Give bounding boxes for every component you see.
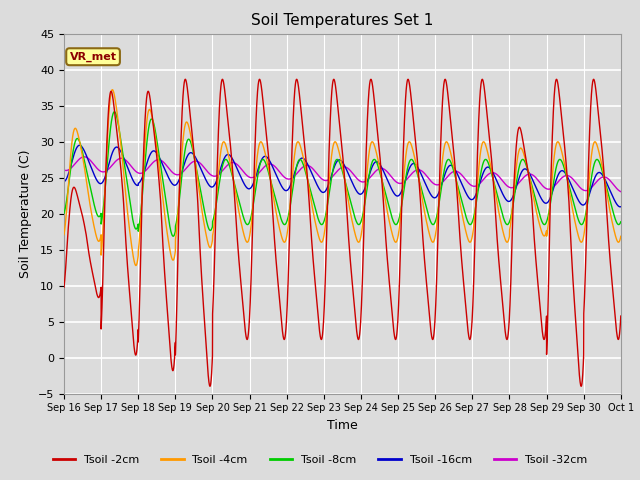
Tsoil -2cm: [508, 260, 515, 265]
Tsoil -4cm: [479, 140, 486, 146]
Tsoil -16cm: [76, 143, 83, 148]
Tsoil -8cm: [415, 179, 423, 185]
Tsoil -32cm: [415, 167, 423, 173]
Tsoil -16cm: [616, 204, 624, 210]
Legend: Tsoil -2cm, Tsoil -4cm, Tsoil -8cm, Tsoil -16cm, Tsoil -32cm: Tsoil -2cm, Tsoil -4cm, Tsoil -8cm, Tsoi…: [48, 451, 592, 469]
Tsoil -2cm: [415, 184, 423, 190]
Title: Soil Temperatures Set 1: Soil Temperatures Set 1: [252, 13, 433, 28]
Tsoil -4cm: [89, 219, 97, 225]
Tsoil -2cm: [479, 77, 486, 83]
Tsoil -16cm: [617, 204, 625, 210]
Tsoil -2cm: [256, 76, 264, 82]
Tsoil -4cm: [109, 87, 116, 93]
Tsoil -8cm: [508, 211, 515, 217]
Tsoil -8cm: [60, 210, 68, 216]
Tsoil -4cm: [494, 203, 502, 208]
Tsoil -8cm: [479, 162, 486, 168]
Line: Tsoil -4cm: Tsoil -4cm: [64, 90, 621, 265]
Tsoil -2cm: [577, 384, 585, 389]
Tsoil -32cm: [617, 189, 625, 194]
Tsoil -8cm: [89, 197, 97, 203]
Tsoil -8cm: [170, 233, 177, 239]
Tsoil -4cm: [617, 233, 625, 239]
Tsoil -16cm: [508, 197, 515, 203]
Tsoil -4cm: [415, 180, 423, 185]
Tsoil -32cm: [515, 180, 523, 185]
Tsoil -8cm: [494, 193, 502, 199]
Tsoil -8cm: [111, 109, 118, 115]
Tsoil -4cm: [508, 214, 515, 220]
X-axis label: Time: Time: [327, 419, 358, 432]
Tsoil -16cm: [60, 179, 68, 185]
Tsoil -16cm: [515, 175, 523, 181]
Tsoil -32cm: [494, 172, 502, 178]
Tsoil -32cm: [60, 167, 68, 173]
Tsoil -4cm: [132, 263, 140, 268]
Tsoil -4cm: [60, 232, 68, 238]
Line: Tsoil -32cm: Tsoil -32cm: [64, 157, 621, 192]
Tsoil -2cm: [60, 284, 68, 290]
Tsoil -8cm: [515, 164, 523, 170]
Y-axis label: Soil Temperature (C): Soil Temperature (C): [19, 149, 33, 278]
Tsoil -32cm: [508, 185, 515, 191]
Tsoil -16cm: [90, 169, 97, 175]
Tsoil -2cm: [617, 313, 625, 319]
Tsoil -32cm: [81, 154, 88, 160]
Tsoil -32cm: [90, 161, 97, 167]
Line: Tsoil -16cm: Tsoil -16cm: [64, 145, 621, 207]
Tsoil -32cm: [479, 178, 486, 183]
Tsoil -16cm: [479, 172, 486, 178]
Tsoil -4cm: [515, 147, 523, 153]
Tsoil -16cm: [494, 180, 502, 186]
Text: VR_met: VR_met: [70, 51, 116, 62]
Tsoil -8cm: [617, 219, 625, 225]
Line: Tsoil -8cm: Tsoil -8cm: [64, 112, 621, 236]
Line: Tsoil -2cm: Tsoil -2cm: [64, 79, 621, 386]
Tsoil -2cm: [515, 124, 523, 130]
Tsoil -2cm: [494, 242, 502, 248]
Tsoil -2cm: [89, 273, 97, 279]
Tsoil -16cm: [415, 168, 423, 173]
